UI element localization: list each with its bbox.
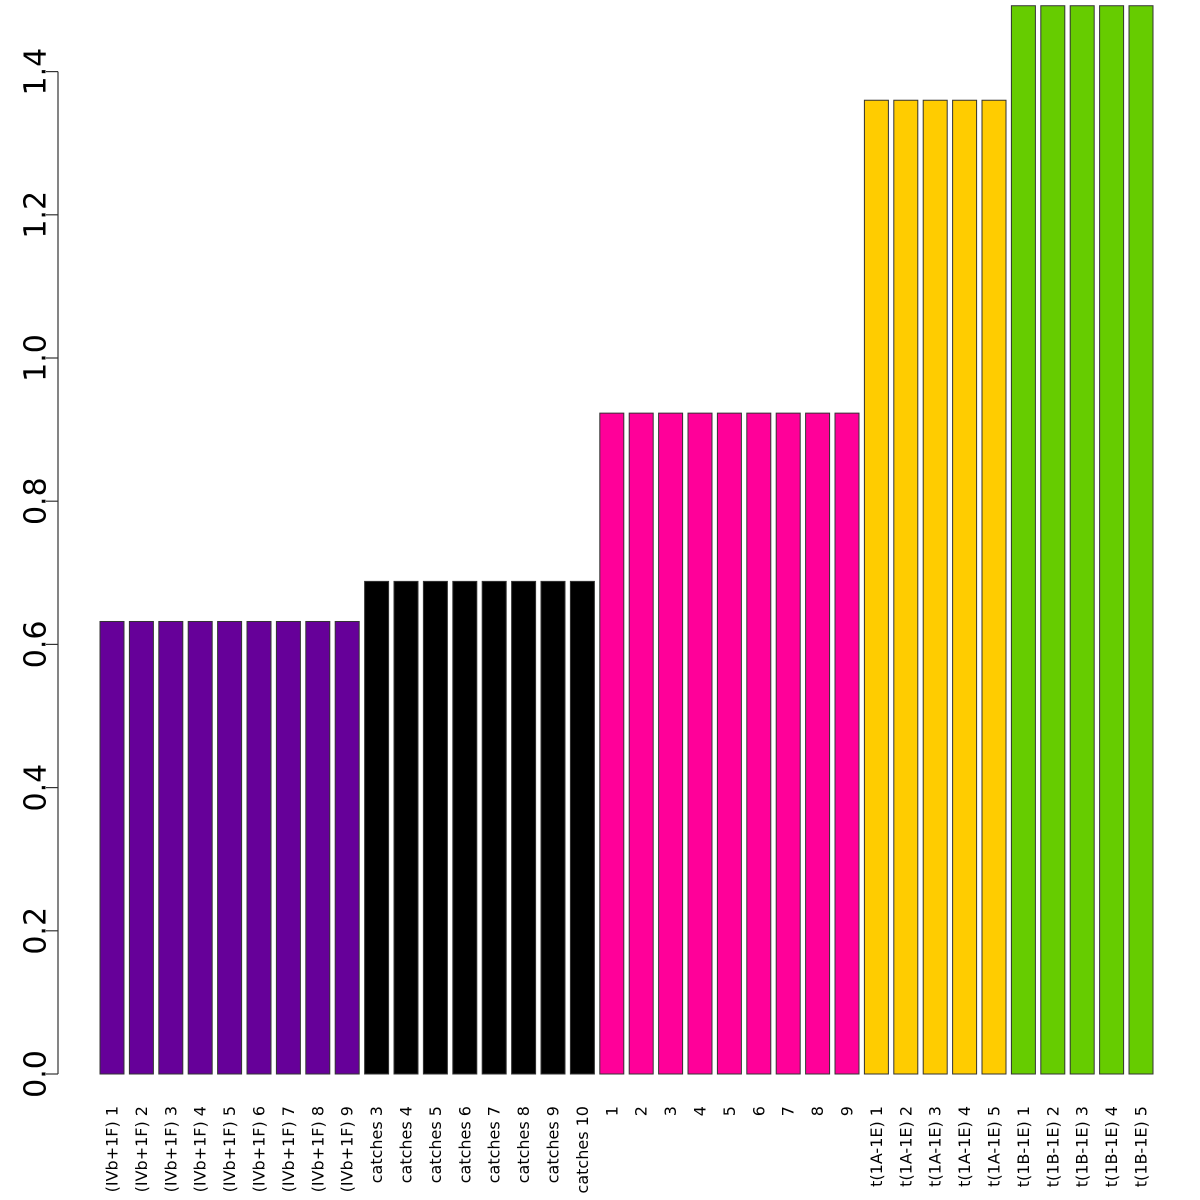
bar <box>746 412 772 1075</box>
bar <box>922 99 948 1075</box>
x-tick-label: catches 9 <box>544 1106 563 1183</box>
bar <box>628 412 654 1075</box>
x-tick-label: 6 <box>749 1106 768 1116</box>
x-tick-label: (IVb+1F) 3 <box>161 1106 180 1192</box>
bar <box>599 412 625 1075</box>
x-tick-label: (IVb+1F) 7 <box>279 1106 298 1192</box>
x-tick-label: t(1B-1E) 2 <box>1043 1106 1062 1187</box>
x-tick-label: (IVb+1F) 6 <box>250 1106 269 1192</box>
x-tick-label: (IVb+1F) 8 <box>308 1106 327 1192</box>
bar <box>158 620 184 1075</box>
bar <box>481 580 507 1075</box>
bar <box>305 620 331 1075</box>
y-tick-label: 1.0 <box>19 334 54 382</box>
x-tick-label: 8 <box>808 1106 827 1116</box>
x-tick-label: 7 <box>779 1106 798 1116</box>
x-tick-label: (IVb+1F) 1 <box>103 1106 122 1192</box>
x-tick-label: 2 <box>632 1106 651 1116</box>
x-tick-label: t(1B-1E) 4 <box>1102 1106 1121 1187</box>
bar <box>422 580 448 1075</box>
x-tick-label: (IVb+1F) 5 <box>220 1106 239 1192</box>
bar <box>1010 5 1036 1075</box>
x-tick-label: t(1B-1E) 3 <box>1073 1106 1092 1187</box>
x-tick-label: 9 <box>838 1106 857 1116</box>
x-tick-label: 3 <box>661 1106 680 1116</box>
bar <box>187 620 213 1075</box>
bar <box>863 99 889 1075</box>
x-tick-label: (IVb+1F) 4 <box>191 1106 210 1192</box>
x-tick-label: catches 10 <box>573 1106 592 1193</box>
x-tick-label: 4 <box>691 1106 710 1116</box>
bar <box>1040 5 1066 1075</box>
bar <box>540 580 566 1075</box>
bar <box>99 620 125 1075</box>
x-tick-label: 1 <box>602 1106 621 1116</box>
x-tick-label: t(1B-1E) 1 <box>1014 1106 1033 1187</box>
bar <box>834 412 860 1075</box>
bar <box>805 412 831 1075</box>
bar <box>716 412 742 1075</box>
x-tick-label: catches 7 <box>485 1106 504 1183</box>
x-tick-label: catches 5 <box>426 1106 445 1183</box>
x-tick-label: t(1A-1E) 3 <box>926 1106 945 1187</box>
x-axis-labels: (IVb+1F) 1 (IVb+1F) 2 (IVb+1F) 3 (IVb+1F) 4… <box>103 1106 1151 1193</box>
x-tick-label: t(1A-1E) 2 <box>896 1106 915 1187</box>
bar <box>893 99 919 1075</box>
bar <box>1069 5 1095 1075</box>
bar <box>334 620 360 1075</box>
bar <box>1128 5 1154 1075</box>
y-tick-label: 0.2 <box>19 907 54 955</box>
bar <box>246 620 272 1075</box>
x-tick-label: t(1B-1E) 5 <box>1132 1106 1151 1187</box>
x-tick-label: (IVb+1F) 2 <box>132 1106 151 1192</box>
y-tick-label: 1.2 <box>19 191 54 239</box>
bar <box>687 412 713 1075</box>
bar <box>952 99 978 1075</box>
bar <box>981 99 1007 1075</box>
x-tick-label: 5 <box>720 1106 739 1116</box>
bar <box>1099 5 1125 1075</box>
y-tick-label: 0.8 <box>19 477 54 525</box>
bar <box>658 412 684 1075</box>
x-tick-label: catches 6 <box>455 1106 474 1183</box>
bar <box>364 580 390 1075</box>
bar <box>128 620 154 1075</box>
bar <box>275 620 301 1075</box>
x-tick-label: (IVb+1F) 9 <box>338 1106 357 1192</box>
y-tick-label: 0.6 <box>19 621 54 669</box>
x-tick-label: catches 3 <box>367 1106 386 1183</box>
y-tick-label: 1.4 <box>19 48 54 96</box>
x-tick-label: catches 4 <box>397 1106 416 1183</box>
bar <box>217 620 243 1075</box>
bar <box>452 580 478 1075</box>
x-tick-label: catches 8 <box>514 1106 533 1183</box>
y-axis: 0.0 0.2 0.4 0.6 0.8 1.0 1.2 1.4 <box>19 48 59 1098</box>
bar <box>393 580 419 1075</box>
bars <box>99 5 1154 1075</box>
x-tick-label: t(1A-1E) 5 <box>985 1106 1004 1187</box>
bar <box>569 580 595 1075</box>
bar <box>775 412 801 1075</box>
x-tick-label: t(1A-1E) 4 <box>955 1106 974 1187</box>
y-tick-label: 0.4 <box>19 764 54 812</box>
y-tick-label: 0.0 <box>19 1050 54 1098</box>
bar <box>511 580 537 1075</box>
x-tick-label: t(1A-1E) 1 <box>867 1106 886 1187</box>
